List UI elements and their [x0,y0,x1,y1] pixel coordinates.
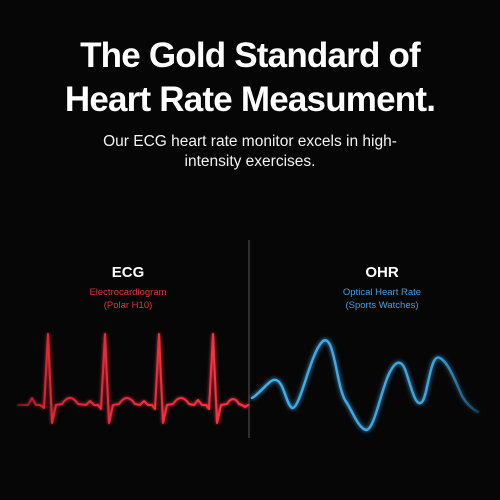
ohr-waveform [250,339,480,432]
subheadline-line-2: intensity exercises. [184,153,316,170]
ohr-label-block: OHR Optical Heart Rate (Sports Watches) [302,264,462,312]
headline-line-2: Heart Rate Measument. [64,80,436,119]
ohr-title: OHR [365,264,399,281]
ecg-title: ECG [111,264,145,281]
subheadline: Our ECG heart rate monitor excels in hig… [0,132,500,172]
ecg-desc-line-1: Electrocardiogram [89,287,167,298]
ecg-label-block: ECG Electrocardiogram (Polar H10) [48,264,208,312]
ohr-desc-line-1: Optical Heart Rate [342,287,422,298]
ecg-description: Electrocardiogram (Polar H10) [48,286,208,312]
ecg-desc-line-2: (Polar H10) [103,300,153,311]
headline: The Gold Standard of Heart Rate Measumen… [0,34,500,122]
headline-line-1: The Gold Standard of [80,36,421,75]
ohr-description: Optical Heart Rate (Sports Watches) [302,286,462,312]
subheadline-line-1: Our ECG heart rate monitor excels in hig… [103,133,397,150]
ecg-waveform [17,333,249,424]
ohr-desc-line-2: (Sports Watches) [345,300,419,311]
